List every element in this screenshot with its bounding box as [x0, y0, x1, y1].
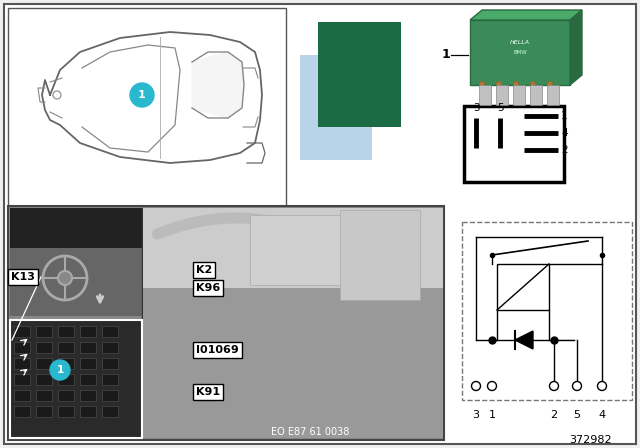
Circle shape: [598, 382, 607, 391]
Bar: [14, 342, 30, 353]
Circle shape: [58, 271, 72, 285]
Text: 3: 3: [473, 103, 479, 113]
Bar: [14, 326, 30, 337]
Bar: [513, 85, 525, 105]
Circle shape: [547, 82, 552, 86]
Polygon shape: [570, 10, 582, 85]
Bar: [318, 22, 401, 127]
Bar: [10, 320, 142, 438]
Text: 2: 2: [550, 410, 557, 420]
Bar: [58, 342, 74, 353]
Bar: [14, 358, 30, 369]
Bar: [143, 288, 443, 438]
Bar: [8, 206, 444, 440]
Bar: [143, 208, 443, 438]
Bar: [58, 358, 74, 369]
Bar: [80, 406, 96, 417]
Text: I01069: I01069: [196, 345, 239, 355]
Bar: [80, 358, 96, 369]
Bar: [102, 374, 118, 385]
Bar: [102, 358, 118, 369]
Polygon shape: [515, 331, 533, 349]
Bar: [36, 406, 52, 417]
Bar: [479, 85, 491, 105]
Text: 1: 1: [138, 90, 146, 100]
Text: EO E87 61 0038: EO E87 61 0038: [271, 427, 349, 437]
Bar: [58, 406, 74, 417]
Text: 2: 2: [561, 145, 568, 155]
Bar: [547, 85, 559, 105]
FancyArrowPatch shape: [157, 247, 277, 257]
Bar: [80, 326, 96, 337]
Bar: [462, 222, 632, 400]
Bar: [36, 326, 52, 337]
Circle shape: [513, 82, 518, 86]
Bar: [14, 390, 30, 401]
Text: 1: 1: [56, 365, 63, 375]
Bar: [10, 320, 142, 438]
Circle shape: [479, 82, 484, 86]
Circle shape: [488, 382, 497, 391]
Bar: [10, 248, 142, 316]
Circle shape: [50, 360, 70, 380]
Text: K13: K13: [11, 272, 35, 282]
Text: 1: 1: [488, 410, 495, 420]
Bar: [36, 374, 52, 385]
Bar: [14, 374, 30, 385]
Text: BMW: BMW: [513, 49, 527, 55]
Text: 5: 5: [497, 103, 503, 113]
Bar: [80, 374, 96, 385]
Circle shape: [130, 83, 154, 107]
Text: 3: 3: [472, 410, 479, 420]
Circle shape: [497, 82, 502, 86]
Bar: [143, 208, 443, 288]
Bar: [497, 264, 549, 310]
Bar: [80, 342, 96, 353]
Bar: [496, 85, 508, 105]
Bar: [102, 326, 118, 337]
Bar: [250, 215, 350, 285]
Bar: [14, 406, 30, 417]
Polygon shape: [470, 10, 582, 20]
Bar: [102, 390, 118, 401]
Bar: [10, 208, 142, 316]
Text: HELLA: HELLA: [510, 39, 530, 44]
Text: 4: 4: [561, 128, 568, 138]
Bar: [102, 342, 118, 353]
Text: K91: K91: [196, 387, 220, 397]
Bar: [58, 390, 74, 401]
Polygon shape: [192, 52, 244, 118]
Circle shape: [53, 91, 61, 99]
Bar: [36, 358, 52, 369]
Text: 372982: 372982: [569, 435, 611, 445]
Bar: [300, 55, 372, 160]
Bar: [464, 106, 564, 182]
Text: 1: 1: [561, 111, 568, 121]
Text: 1: 1: [441, 48, 450, 61]
FancyArrowPatch shape: [157, 218, 337, 246]
Circle shape: [550, 382, 559, 391]
Text: K2: K2: [196, 265, 212, 275]
Bar: [340, 210, 420, 300]
Circle shape: [573, 382, 582, 391]
Bar: [36, 342, 52, 353]
Circle shape: [531, 82, 536, 86]
Bar: [102, 406, 118, 417]
Circle shape: [472, 382, 481, 391]
Bar: [440, 6, 632, 104]
Bar: [36, 390, 52, 401]
Text: K96: K96: [196, 283, 220, 293]
Polygon shape: [470, 20, 570, 85]
Text: 4: 4: [598, 410, 605, 420]
Bar: [58, 374, 74, 385]
Bar: [530, 85, 542, 105]
Bar: [10, 208, 142, 248]
Bar: [80, 390, 96, 401]
Bar: [58, 326, 74, 337]
Bar: [8, 8, 286, 206]
Text: 5: 5: [573, 410, 580, 420]
